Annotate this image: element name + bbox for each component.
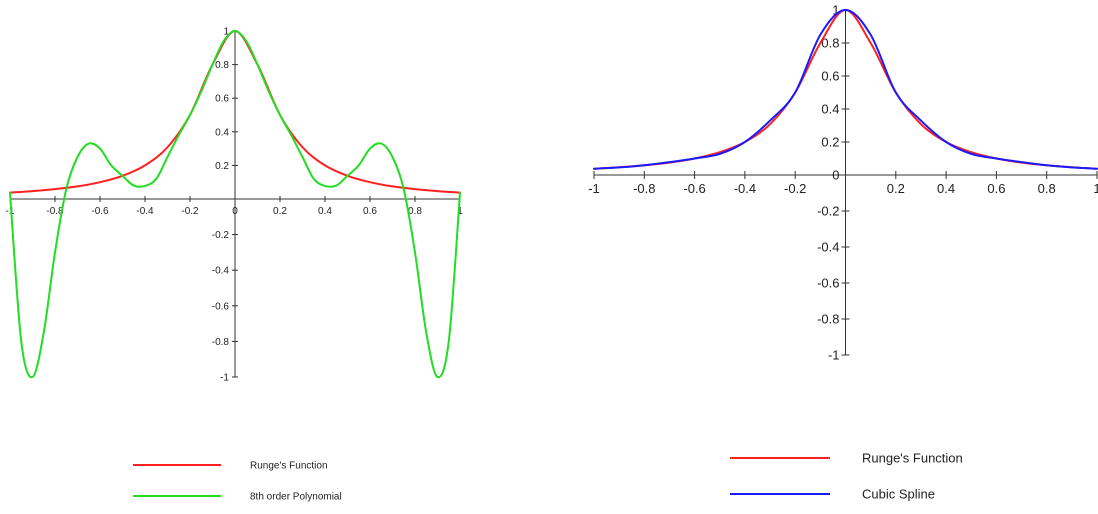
x-tick-label: 0.8 — [408, 206, 422, 217]
y-tick-label: 0.2 — [821, 135, 839, 150]
y-tick-label: 0 — [832, 168, 839, 183]
y-tick-label: -0.4 — [212, 266, 230, 277]
x-tick-label: 0.4 — [937, 181, 955, 196]
x-tick-label: -1 — [588, 181, 600, 196]
x-tick-label: 0.2 — [887, 181, 905, 196]
y-tick-label: 0.6 — [215, 94, 229, 105]
x-tick-label: -0.8 — [633, 181, 655, 196]
y-tick-label: -1 — [220, 373, 229, 384]
x-tick-label: 0.8 — [1038, 181, 1056, 196]
x-tick-label: 1 — [1093, 181, 1098, 196]
y-tick-label: 1 — [832, 3, 839, 18]
series-line-cubic-spline — [593, 9, 1098, 170]
x-tick-label: -0.6 — [683, 181, 705, 196]
y-tick-label: 0.4 — [821, 102, 839, 117]
legend-label-8th-order-polynomial: 8th order Polynomial — [250, 492, 342, 503]
y-tick-label: -0.6 — [212, 301, 230, 312]
x-tick-label: -0.4 — [136, 206, 154, 217]
series-line-8th-order-polynomial — [9, 30, 461, 379]
x-tick-label: -0.2 — [784, 181, 806, 196]
x-tick-label: 0 — [232, 206, 238, 217]
y-tick-label: 0.4 — [215, 127, 229, 138]
y-tick-label: 0.2 — [215, 161, 229, 172]
legend-label-cubic-spline: Cubic Spline — [862, 487, 935, 502]
y-tick-label: -0.6 — [817, 276, 839, 291]
y-tick-label: 0.8 — [821, 36, 839, 51]
x-tick-label: 1 — [457, 206, 463, 217]
y-tick-label: -0.4 — [817, 240, 839, 255]
x-tick-label: 0.2 — [273, 206, 287, 217]
x-tick-label: 0.4 — [318, 206, 332, 217]
x-tick-label: 0.6 — [363, 206, 377, 217]
x-tick-label: -0.4 — [734, 181, 756, 196]
y-tick-label: -0.8 — [212, 337, 230, 348]
x-tick-label: -0.6 — [91, 206, 109, 217]
y-tick-label: -0.2 — [212, 230, 230, 241]
y-tick-label: 1 — [223, 27, 229, 38]
x-tick-label: -0.8 — [46, 206, 64, 217]
x-tick-label: 0.6 — [987, 181, 1005, 196]
legend-label-runge-s-function: Runge's Function — [862, 451, 963, 466]
x-tick-label: -1 — [6, 206, 15, 217]
spline-chart: -1 -0.8 -0.6 -0.4 -0.2 0.2 0.4 0.6 0.8 1 -1 -0.8 -0.… — [588, 3, 1098, 502]
y-tick-label: 0.6 — [821, 69, 839, 84]
x-tick-label: -0.2 — [181, 206, 199, 217]
y-tick-label: -0.2 — [817, 204, 839, 219]
polynomial-chart: -1 -0.8 -0.6 -0.4 -0.2 0 0.2 0.4 0.6 0.8 1 -1 -0.8 -0… — [6, 27, 464, 503]
legend-label-runge-s-function: Runge's Function — [250, 461, 328, 472]
y-tick-label: 0.8 — [215, 60, 229, 71]
y-tick-label: -1 — [828, 348, 840, 363]
y-tick-label: -0.8 — [817, 312, 839, 327]
